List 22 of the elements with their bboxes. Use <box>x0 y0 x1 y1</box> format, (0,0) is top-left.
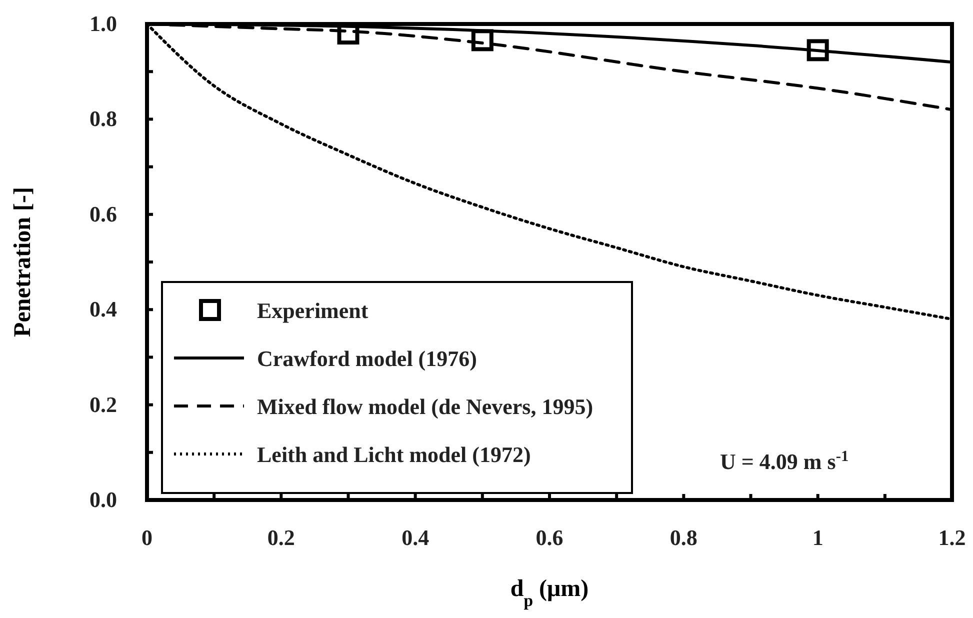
x-tick-label: 0.6 <box>536 525 564 550</box>
y-axis-title: Penetration [-] <box>10 187 36 337</box>
legend-label: Experiment <box>257 298 369 323</box>
y-tick-label: 0.6 <box>90 201 117 226</box>
y-tick-label: 0.8 <box>90 106 117 132</box>
y-tick-label: 0.2 <box>90 392 117 417</box>
x-tick-label: 0.4 <box>402 525 430 550</box>
y-tick-label: 0.0 <box>90 487 117 512</box>
x-axis-title: d$_{p}$ (μm) <box>510 576 589 610</box>
y-tick-label: 0.4 <box>90 296 117 322</box>
x-tick-label: 0 <box>142 525 152 550</box>
point <box>806 39 829 62</box>
legend-label: Mixed flow model (de Nevers, 1995) <box>257 394 594 419</box>
x-tick-label: 1.2 <box>938 525 966 550</box>
point <box>471 29 494 52</box>
x-tick-label: 0.2 <box>267 525 295 550</box>
x-tick-label: 0.8 <box>670 525 698 550</box>
x-tick-label: 1 <box>812 525 824 550</box>
legend-label: Leith and Licht model (1972) <box>257 442 531 467</box>
y-tick-label: 1.0 <box>90 11 117 36</box>
legend-label: Crawford model (1976) <box>257 346 477 371</box>
annotation: U = 4.09 m s$^{-1}$ <box>720 448 849 474</box>
